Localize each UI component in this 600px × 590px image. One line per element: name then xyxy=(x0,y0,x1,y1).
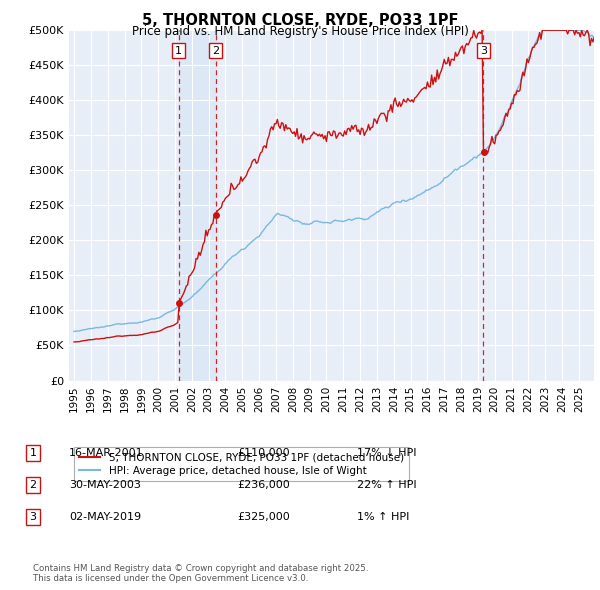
Text: 3: 3 xyxy=(480,45,487,55)
Text: 30-MAY-2003: 30-MAY-2003 xyxy=(69,480,141,490)
Text: 3: 3 xyxy=(29,512,37,522)
Text: 16-MAR-2001: 16-MAR-2001 xyxy=(69,448,143,458)
Text: £110,000: £110,000 xyxy=(237,448,290,458)
Text: 1: 1 xyxy=(175,45,182,55)
Text: 1: 1 xyxy=(29,448,37,458)
Text: 22% ↑ HPI: 22% ↑ HPI xyxy=(357,480,416,490)
Text: Price paid vs. HM Land Registry's House Price Index (HPI): Price paid vs. HM Land Registry's House … xyxy=(131,25,469,38)
Text: £325,000: £325,000 xyxy=(237,512,290,522)
Text: 17% ↓ HPI: 17% ↓ HPI xyxy=(357,448,416,458)
Bar xyxy=(179,30,215,381)
Legend: 5, THORNTON CLOSE, RYDE, PO33 1PF (detached house), HPI: Average price, detached: 5, THORNTON CLOSE, RYDE, PO33 1PF (detac… xyxy=(74,447,409,481)
Text: £236,000: £236,000 xyxy=(237,480,290,490)
Text: 5, THORNTON CLOSE, RYDE, PO33 1PF: 5, THORNTON CLOSE, RYDE, PO33 1PF xyxy=(142,13,458,28)
Text: 1% ↑ HPI: 1% ↑ HPI xyxy=(357,512,409,522)
Text: Contains HM Land Registry data © Crown copyright and database right 2025.
This d: Contains HM Land Registry data © Crown c… xyxy=(33,563,368,583)
Text: 02-MAY-2019: 02-MAY-2019 xyxy=(69,512,141,522)
Text: 2: 2 xyxy=(29,480,37,490)
Text: 2: 2 xyxy=(212,45,219,55)
